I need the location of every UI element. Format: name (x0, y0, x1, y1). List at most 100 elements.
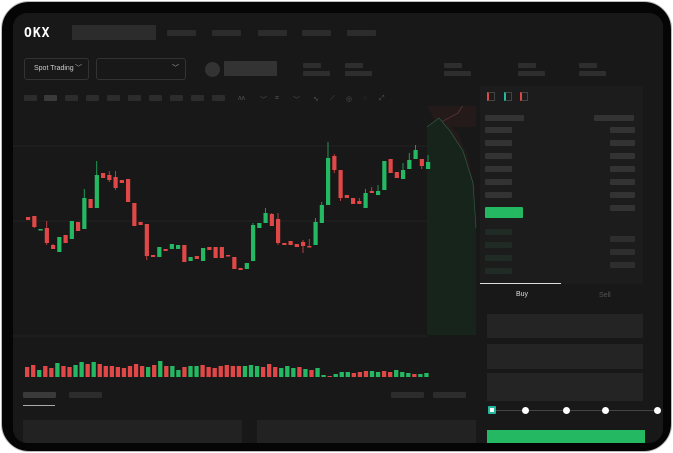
bid-price (485, 229, 512, 235)
candle-body (119, 180, 124, 183)
slider-step[interactable] (563, 407, 570, 414)
candle-body (188, 257, 193, 261)
candle-body (357, 201, 362, 204)
line-tool-icon[interactable]: ∿ (313, 96, 319, 103)
candle-body (338, 170, 343, 198)
ruler-icon[interactable]: ⟋ (330, 95, 335, 102)
filter-button[interactable] (391, 392, 424, 398)
buy-button[interactable] (487, 430, 645, 443)
timeframe-button[interactable] (212, 95, 225, 101)
stat-label (579, 63, 597, 68)
chevron-down-icon[interactable]: ﹀ (260, 97, 267, 104)
candle-body (26, 217, 31, 220)
tab-buy[interactable]: Buy (516, 291, 529, 298)
volume-bar (412, 374, 417, 377)
timeframe-button[interactable] (170, 95, 183, 101)
volume-bar (170, 366, 175, 377)
orderbook-asks-icon[interactable] (520, 92, 528, 101)
nav-item[interactable] (212, 30, 241, 36)
volume-bar (260, 367, 266, 377)
price-icon[interactable]: ⌗ (275, 95, 279, 102)
nav-item[interactable] (302, 30, 331, 36)
nav-item[interactable] (167, 30, 196, 36)
stat-value (579, 71, 606, 76)
timeframe-button[interactable] (44, 95, 57, 101)
chart-area[interactable] (13, 62, 478, 388)
candle-body (69, 221, 74, 239)
candle-body (163, 249, 168, 251)
candle-body (363, 193, 368, 208)
slider-step[interactable] (488, 406, 496, 414)
volume-bar (79, 362, 84, 377)
candle-body (76, 222, 81, 231)
indicators-icon[interactable]: ʌʌ (238, 95, 245, 102)
tab-open-orders[interactable] (23, 392, 56, 398)
candle-body (219, 247, 224, 258)
volume-bar (25, 367, 30, 377)
total-input[interactable] (487, 373, 643, 401)
slider-step[interactable] (522, 407, 529, 414)
candle-body (232, 257, 237, 269)
trading-mode-select[interactable]: Spot Trading ﹀ (24, 58, 89, 80)
timeframe-button[interactable] (128, 95, 141, 101)
volume-bar (67, 367, 72, 377)
candle-body (313, 222, 318, 245)
pair-select[interactable]: ﹀ (96, 58, 186, 80)
timeframe-button[interactable] (24, 95, 37, 101)
volume-bar (309, 370, 314, 377)
orderbook-both-icon[interactable] (487, 92, 495, 101)
volume-bar (418, 374, 423, 377)
slider-step[interactable] (654, 407, 661, 414)
candle-body (301, 242, 306, 246)
candle-body (101, 173, 106, 178)
chevron-down-icon[interactable]: ﹀ (293, 97, 300, 104)
volume-bar (242, 366, 248, 377)
tab-order-history[interactable] (69, 392, 102, 398)
candle-body (88, 199, 93, 208)
amount-input[interactable] (487, 344, 643, 369)
settings-icon[interactable]: ◌ (363, 95, 368, 102)
timeframe-button[interactable] (107, 95, 120, 101)
nav-item[interactable] (258, 30, 287, 36)
slider-step[interactable] (602, 407, 609, 414)
candlestick-chart[interactable] (13, 62, 478, 388)
timeframe-button[interactable] (86, 95, 99, 101)
camera-icon[interactable]: ◎ (346, 96, 353, 103)
candle-body (132, 203, 137, 226)
volume-bar (55, 363, 60, 377)
candle-body (307, 246, 312, 248)
search-bar[interactable] (72, 25, 156, 40)
leverage-slider-track[interactable] (491, 410, 657, 411)
candle-body (176, 245, 181, 249)
volume-bar (279, 368, 284, 377)
volume-bar (327, 376, 332, 377)
volume-bar (248, 365, 254, 377)
volume-bar (333, 374, 338, 377)
tab-sell[interactable]: Sell (599, 292, 611, 299)
orderbook-bids-icon[interactable] (504, 92, 512, 101)
volume-bar (254, 366, 260, 377)
candle-body (157, 247, 162, 257)
fullscreen-icon[interactable]: ⤢ (379, 95, 385, 102)
filter-button[interactable] (433, 392, 466, 398)
candle-body (107, 175, 112, 180)
coin-icon (205, 62, 220, 77)
ask-amount (610, 166, 635, 172)
candle-body (382, 161, 387, 190)
volume-bar (236, 366, 242, 377)
candle-body (282, 243, 287, 245)
chevron-down-icon: ﹀ (172, 65, 179, 72)
ask-amount (610, 153, 635, 159)
candle-body (194, 256, 199, 259)
candle-body (182, 245, 187, 262)
volume-bar (188, 366, 193, 377)
timeframe-button[interactable] (191, 95, 204, 101)
candle-body (82, 198, 87, 229)
volume-bar (273, 367, 278, 377)
price-input[interactable] (487, 314, 643, 338)
nav-item[interactable] (347, 30, 376, 36)
candle-body (257, 223, 262, 228)
timeframe-button[interactable] (149, 95, 162, 101)
timeframe-button[interactable] (65, 95, 78, 101)
